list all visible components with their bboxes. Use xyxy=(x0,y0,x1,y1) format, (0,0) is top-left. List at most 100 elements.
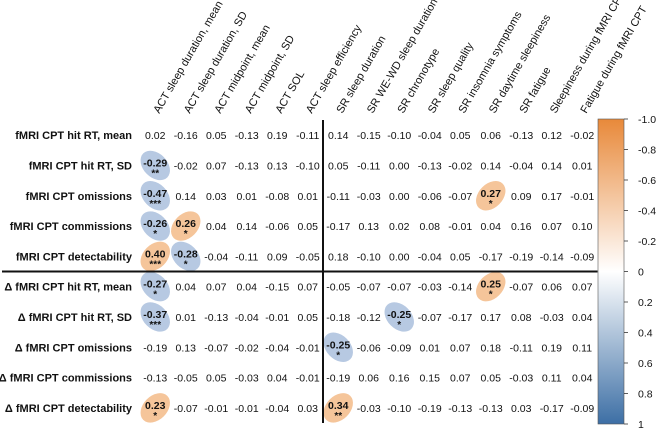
cell-value: 0.06 xyxy=(359,373,380,385)
cell-value: -0.05 xyxy=(326,282,350,294)
cell-value: 0.04 xyxy=(572,312,593,324)
cell-value: 0.01 xyxy=(420,342,441,354)
cell-value: -0.06 xyxy=(265,221,289,233)
cell-value: -0.12 xyxy=(357,312,381,324)
colorbar-tick-label: 0.4 xyxy=(638,328,653,340)
cell-value: 0.10 xyxy=(572,221,593,233)
cell-value: 0.07 xyxy=(572,282,593,294)
cell-value: 0.13 xyxy=(359,221,380,233)
correlation-ellipse xyxy=(140,181,170,211)
cell-value: -0.28 xyxy=(174,248,198,260)
cell-value: 0.09 xyxy=(511,191,532,203)
cell-value: 0.08 xyxy=(511,312,532,324)
cell-value: 0.09 xyxy=(267,251,288,263)
cell-value: -0.07 xyxy=(204,342,228,354)
cell-value: -0.09 xyxy=(570,403,594,415)
colorbar-tick-label: -0.6 xyxy=(638,175,656,187)
cell-value: 0.00 xyxy=(389,191,410,203)
cell-value: -0.07 xyxy=(357,282,381,294)
cell-value: -0.07 xyxy=(448,191,472,203)
cell-value: -0.29 xyxy=(143,157,167,169)
cell-value: -0.04 xyxy=(204,251,228,263)
cell-value: -0.04 xyxy=(265,342,289,354)
significance-stars: * xyxy=(184,259,188,270)
correlation-ellipse xyxy=(171,211,201,241)
cell-value: -0.02 xyxy=(448,160,472,172)
cell-value: 0.17 xyxy=(481,312,502,324)
colorbar-tick-label: -1.0 xyxy=(638,114,656,126)
correlation-ellipse xyxy=(140,271,170,302)
colorbar-tick-label: -0.8 xyxy=(638,145,656,157)
cell-value: -0.04 xyxy=(418,251,442,263)
cell-value: -0.02 xyxy=(174,160,198,172)
cell-value: -0.05 xyxy=(296,251,320,263)
cell-value: 0.00 xyxy=(389,251,410,263)
cell-value: 0.08 xyxy=(420,221,441,233)
cell-value: 0.00 xyxy=(389,160,410,172)
cell-value: -0.19 xyxy=(509,251,533,263)
significance-stars: ** xyxy=(334,411,342,422)
cell-value: 0.27 xyxy=(481,188,502,200)
cell-value: 0.14 xyxy=(542,160,563,172)
correlation-ellipse xyxy=(140,211,170,241)
cell-value: -0.01 xyxy=(204,403,228,415)
cell-value: -0.13 xyxy=(235,160,259,172)
row-label: Δ fMRI CPT hit RT, SD xyxy=(18,312,132,324)
cell-value: -0.07 xyxy=(509,282,533,294)
cell-value: -0.11 xyxy=(296,130,319,142)
cell-value: 0.07 xyxy=(206,282,227,294)
correlation-ellipse xyxy=(140,150,170,181)
cell-value: -0.17 xyxy=(448,312,472,324)
cell-value: 0.01 xyxy=(572,160,593,172)
significance-stars: *** xyxy=(149,259,161,270)
cell-value: -0.09 xyxy=(387,342,411,354)
cell-value: -0.03 xyxy=(357,191,381,203)
row-label: fMRI CPT hit RT, mean xyxy=(15,130,132,142)
cell-value: 0.05 xyxy=(481,373,502,385)
cell-value: -0.25 xyxy=(326,339,350,351)
row-label: fMRI CPT commissions xyxy=(10,221,132,233)
cell-value: -0.37 xyxy=(143,309,167,321)
cell-value: -0.05 xyxy=(174,373,198,385)
cell-value: 0.05 xyxy=(328,160,349,172)
cell-value: -0.11 xyxy=(510,342,533,354)
cell-value: -0.06 xyxy=(357,342,381,354)
cell-value: -0.09 xyxy=(570,251,594,263)
cell-value: -0.01 xyxy=(296,373,320,385)
column-label: ACT midpoint, mean xyxy=(212,23,272,116)
cell-value: -0.02 xyxy=(235,342,259,354)
cell-value: 0.23 xyxy=(145,400,166,412)
row-label: Δ fMRI CPT omissions xyxy=(15,342,132,354)
cell-value: -0.13 xyxy=(143,373,167,385)
cell-value: 0.05 xyxy=(450,251,471,263)
cell-value: 0.14 xyxy=(328,130,349,142)
colorbar-tick-label: 0.2 xyxy=(638,297,653,309)
cell-value: 0.19 xyxy=(267,130,288,142)
row-label: fMRI CPT hit RT, SD xyxy=(29,160,132,172)
cell-value: 0.07 xyxy=(298,282,319,294)
column-label: SR daytime sleepiness xyxy=(487,12,554,115)
cell-value: -0.11 xyxy=(327,191,350,203)
cell-value: 0.12 xyxy=(542,130,563,142)
cell-value: -0.04 xyxy=(509,160,533,172)
cell-value: -0.19 xyxy=(418,403,442,415)
row-label: fMRI CPT detectability xyxy=(16,251,133,263)
column-label: ACT SOL xyxy=(273,69,307,116)
cell-value: -0.13 xyxy=(479,403,503,415)
cell-value: -0.18 xyxy=(326,312,350,324)
cell-value: 0.05 xyxy=(206,373,227,385)
cell-value: -0.07 xyxy=(418,312,442,324)
cell-value: 0.01 xyxy=(237,191,258,203)
dividers xyxy=(2,120,598,423)
significance-stars: * xyxy=(153,290,157,301)
cell-value: 0.05 xyxy=(206,130,227,142)
cell-value: -0.07 xyxy=(174,403,198,415)
cell-value: 0.03 xyxy=(298,403,319,415)
significance-stars: * xyxy=(336,350,340,361)
cell-value: -0.01 xyxy=(235,403,259,415)
cell-value: 0.16 xyxy=(389,373,410,385)
cell-value: 0.19 xyxy=(542,342,563,354)
column-label: ACT sleep efficiency xyxy=(304,23,365,116)
